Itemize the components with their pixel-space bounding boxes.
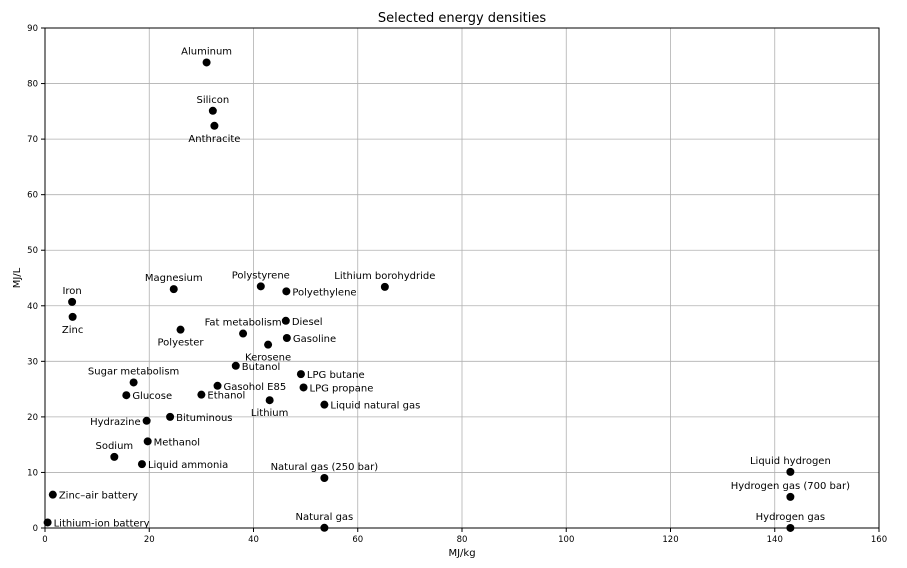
data-point [264,340,273,349]
point-label: Anthracite [188,134,240,145]
data-point [68,312,77,321]
point-label: Glucose [132,391,172,402]
data-point-labels: Aluminum Silicon Anthracite Magnesium Polyst… [54,46,851,529]
point-label: Sugar metabolism [88,366,179,377]
data-point [68,297,77,306]
point-label: Hydrogen gas [756,512,826,523]
point-label: Polyethylene [292,287,356,298]
point-label: Lithium borohydride [334,271,435,282]
point-label: Kerosene [245,353,291,364]
data-point [296,370,305,379]
data-point [43,518,52,527]
point-label: Methanol [154,437,200,448]
x-axis-ticks: 0 20 40 60 80 100 120 140 160 [42,528,887,545]
point-label: Zinc–air battery [59,491,138,502]
data-point [166,412,175,421]
data-point [110,452,119,461]
point-label: Ethanol [207,391,245,402]
data-point [282,334,291,342]
point-label: Zinc [62,325,83,336]
y-axis-ticks: 0 10 20 30 40 50 60 70 80 90 [27,24,45,534]
y-tick-label: 50 [27,246,38,256]
data-point [786,523,795,532]
data-point [320,523,329,532]
x-tick-label: 120 [662,535,678,545]
data-point [210,121,219,130]
data-point [197,390,206,399]
chart-title: Selected energy densities [378,11,546,26]
data-points [43,58,795,532]
point-label: Iron [62,286,81,297]
x-tick-label: 60 [352,535,363,545]
data-point [786,492,795,501]
data-point [202,58,211,67]
y-tick-label: 60 [27,191,38,201]
data-point [208,106,217,115]
data-point [265,396,274,405]
point-label: Polyester [158,338,205,349]
x-axis-label: MJ/kg [448,548,475,559]
point-label: Hydrazine [90,417,141,428]
point-label: Polystyrene [232,270,290,281]
data-point [142,416,151,425]
point-label: Diesel [292,317,323,328]
y-tick-label: 40 [27,302,38,312]
data-point [299,383,308,392]
data-point [213,381,222,390]
point-label: Gasoline [293,334,336,345]
y-axis-label: MJ/L [12,267,23,288]
point-label: Butanol [242,362,280,373]
point-label: Sodium [95,441,133,452]
data-point [786,467,795,476]
data-point [256,282,265,291]
data-point [122,391,131,400]
point-label: Bituminous [176,413,232,424]
point-label: Natural gas [296,512,354,523]
point-label: Hydrogen gas (700 bar) [731,481,850,492]
data-point [320,400,329,409]
data-point [129,378,138,387]
point-label: Lithium-ion battery [54,518,150,529]
point-label: Natural gas (250 bar) [271,462,379,473]
point-label: Magnesium [145,273,203,284]
x-tick-label: 20 [144,535,155,545]
data-point [282,287,291,296]
point-label: Liquid hydrogen [750,456,831,467]
data-point [231,361,240,370]
data-point [320,474,329,482]
point-label: LPG butane [307,370,365,381]
point-label: Gasohol E85 [224,382,287,393]
x-tick-label: 100 [558,535,574,545]
point-label: Liquid natural gas [330,401,420,412]
x-tick-label: 80 [457,535,468,545]
y-tick-label: 30 [27,357,38,367]
x-tick-label: 0 [42,535,47,545]
data-point [239,329,248,338]
point-label: Liquid ammonia [148,460,228,471]
point-label: Aluminum [181,46,232,57]
point-label: Lithium [251,408,288,419]
y-tick-label: 80 [27,80,38,90]
x-tick-label: 160 [871,535,887,545]
data-point [176,325,185,334]
y-tick-label: 70 [27,135,38,145]
grid-lines [44,27,880,529]
data-point [143,437,152,446]
y-tick-label: 0 [33,524,38,534]
y-tick-label: 10 [27,468,38,478]
data-point [380,282,389,291]
point-label: Fat metabolism [205,318,282,329]
x-tick-label: 140 [767,535,783,545]
point-label: LPG propane [310,383,374,394]
data-point [169,285,178,294]
x-tick-label: 40 [248,535,259,545]
y-tick-label: 20 [27,413,38,423]
y-tick-label: 90 [27,24,38,34]
data-point [281,316,290,325]
data-point [48,490,57,499]
data-point [137,460,146,469]
point-label: Silicon [197,95,230,106]
